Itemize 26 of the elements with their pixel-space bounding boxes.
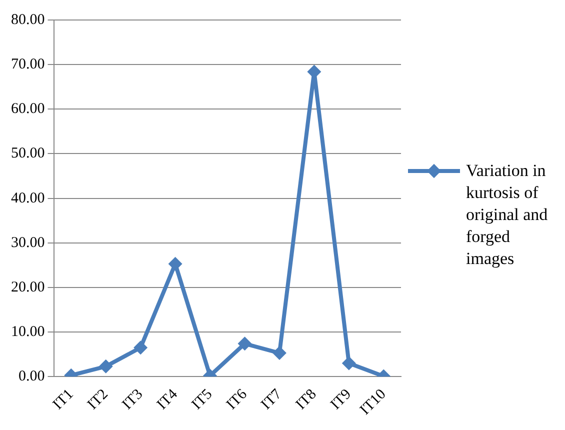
point	[134, 340, 148, 355]
y-tick-label: 30.00	[11, 234, 45, 251]
x-tick-label: IT6	[224, 386, 251, 413]
point	[342, 356, 356, 370]
x-tick-label: IT7	[258, 386, 286, 413]
x-tick-label: IT4	[154, 386, 182, 413]
x-tick-label: IT8	[293, 386, 320, 413]
point	[272, 346, 286, 360]
y-tick-label: 40.00	[11, 190, 45, 206]
x-tick-label: IT3	[120, 386, 146, 413]
legend-label: Variation in kurtosis of original and forged images	[466, 160, 549, 270]
point	[238, 336, 252, 351]
x-tick-label: IT5	[188, 386, 216, 413]
y-tick-label: 0.00	[18, 368, 45, 385]
y-tick-label: 70.00	[11, 56, 45, 73]
y-tick-label: 60.00	[11, 101, 45, 118]
y-tick-label: 80.00	[11, 12, 45, 28]
x-tick-label: IT2	[84, 386, 112, 413]
x-tick-label: IT10	[357, 386, 390, 418]
x-tick-label: IT9	[328, 386, 355, 413]
y-tick-label: 10.00	[11, 324, 45, 340]
point	[168, 256, 182, 271]
y-tick-label: 20.00	[11, 279, 45, 296]
y-tick-label: 50.00	[11, 146, 45, 162]
x-tick-label: IT1	[50, 386, 77, 413]
point	[98, 359, 113, 374]
